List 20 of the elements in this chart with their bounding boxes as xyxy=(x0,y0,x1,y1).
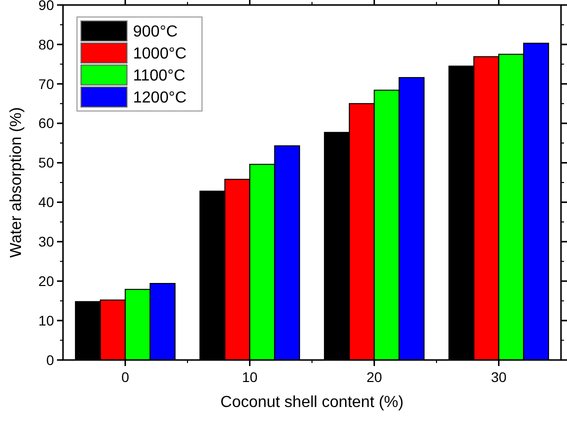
y-tick-label: 30 xyxy=(38,234,54,250)
x-tick-label: 30 xyxy=(490,369,507,385)
legend-label: 1100°C xyxy=(133,68,186,85)
legend-label: 900°C xyxy=(133,24,178,41)
y-axis-title: Water absorption (%) xyxy=(8,107,25,258)
y-tick-label: 80 xyxy=(38,36,54,52)
x-tick-label: 10 xyxy=(242,369,258,385)
y-tick-label: 90 xyxy=(38,0,54,13)
y-tick-label: 0 xyxy=(46,352,54,368)
legend-label: 1000°C xyxy=(133,46,187,63)
y-tick-label: 50 xyxy=(38,154,54,171)
y-tick-label: 10 xyxy=(38,312,54,328)
y-tick-label: 20 xyxy=(38,273,54,290)
x-tick-label: 20 xyxy=(366,369,382,385)
x-tick-label: 0 xyxy=(121,369,130,385)
y-tick-label: 40 xyxy=(38,194,54,210)
y-tick-label: 60 xyxy=(38,115,54,132)
legend-label: 1200°C xyxy=(133,90,187,107)
x-axis-title: Coconut shell content (%) xyxy=(220,394,404,411)
y-tick-label: 70 xyxy=(38,76,54,92)
